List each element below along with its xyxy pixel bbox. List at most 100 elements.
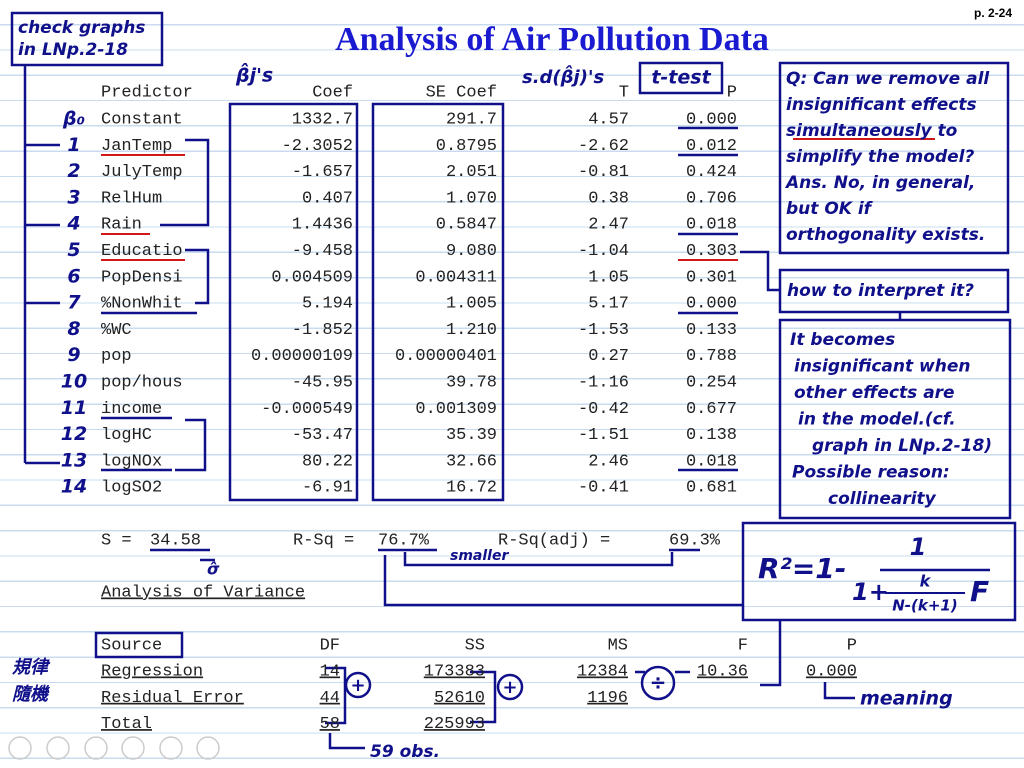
table-cell: pop/hous <box>101 373 183 392</box>
summary-label: R-Sq = <box>293 531 354 550</box>
table-cell: -0.000549 <box>261 400 353 419</box>
note: in LNp.2-18 <box>18 40 128 60</box>
note: 規律 <box>12 657 51 678</box>
row-marker: 12 <box>61 423 87 445</box>
table-cell: 9.080 <box>446 242 497 261</box>
table-cell: 0.27 <box>588 347 629 366</box>
table-cell: Constant <box>101 110 183 129</box>
note: Possible reason: <box>792 463 950 483</box>
table-cell: -0.81 <box>578 163 629 182</box>
anova-cell: Total <box>101 715 152 734</box>
note: meaning <box>860 688 953 710</box>
note: Ans. No, in general, <box>784 173 975 193</box>
table-cell: 291.7 <box>446 110 497 129</box>
table-cell: -1.04 <box>578 242 629 261</box>
note: It becomes <box>790 330 895 350</box>
table-cell: RelHum <box>101 189 162 208</box>
row-marker: 5 <box>67 239 80 261</box>
formula: R²=1- <box>758 552 846 585</box>
table-cell: logSO2 <box>101 479 162 498</box>
note: β̂j's <box>235 62 273 86</box>
anova-header: SS <box>465 636 485 655</box>
table-cell: 0.677 <box>686 400 737 419</box>
table-cell: 0.133 <box>686 321 737 340</box>
note: how to interpret it? <box>787 281 974 301</box>
anova-cell: Regression <box>101 662 203 681</box>
table-cell: 32.66 <box>446 452 497 471</box>
table-cell: -53.47 <box>292 426 353 445</box>
note: 59 obs. <box>370 742 440 762</box>
table-cell: -1.852 <box>292 321 353 340</box>
table-cell: -45.95 <box>292 373 353 392</box>
table-cell: -1.657 <box>292 163 353 182</box>
anova-cell: 173383 <box>424 662 485 681</box>
table-header: Coef <box>312 83 353 102</box>
formula: 1+ <box>852 578 889 606</box>
anova-header: MS <box>608 636 628 655</box>
row-marker: 11 <box>61 397 87 419</box>
ink-shapes <box>8 11 1017 760</box>
anova-cell: 52610 <box>434 689 485 708</box>
table-cell: -2.62 <box>578 137 629 156</box>
table-cell: 0.012 <box>686 137 737 156</box>
table-cell: 1.4436 <box>292 216 353 235</box>
note: 隨機 <box>12 684 51 705</box>
table-cell: pop <box>101 347 132 366</box>
row-marker: β₀ <box>62 108 85 130</box>
anova-cell: 44 <box>320 689 340 708</box>
formula: F <box>970 575 989 608</box>
table-cell: 0.303 <box>686 242 737 261</box>
table-cell: -1.51 <box>578 426 629 445</box>
table-cell: 0.004509 <box>271 268 353 287</box>
table-cell: 80.22 <box>302 452 353 471</box>
table-header: P <box>727 83 737 102</box>
note: collinearity <box>828 489 937 509</box>
table-cell: 1.005 <box>446 295 497 314</box>
note: t-test <box>651 67 711 89</box>
note: simultaneously to <box>786 121 958 141</box>
anova-header: DF <box>320 636 340 655</box>
table-cell: -1.53 <box>578 321 629 340</box>
table-cell: PopDensi <box>101 268 183 287</box>
note: + <box>502 677 517 698</box>
row-marker: 6 <box>67 265 80 287</box>
table-cell: 0.018 <box>686 452 737 471</box>
table-cell: -0.41 <box>578 479 629 498</box>
note: in the model.(cf. <box>798 410 956 430</box>
table-cell: 16.72 <box>446 479 497 498</box>
table-cell: 1332.7 <box>292 110 353 129</box>
note: graph in LNp.2-18) <box>812 436 992 456</box>
table-cell: Rain <box>101 216 142 235</box>
table-cell: 35.39 <box>446 426 497 445</box>
table-cell: 1.070 <box>446 189 497 208</box>
formula: k <box>920 572 932 591</box>
table-cell: 2.051 <box>446 163 497 182</box>
table-header: Predictor <box>101 83 193 102</box>
table-cell: 2.47 <box>588 216 629 235</box>
anova-cell: 12384 <box>577 662 628 681</box>
table-cell: 0.681 <box>686 479 737 498</box>
table-cell: 0.254 <box>686 373 737 392</box>
note: but OK if <box>786 199 874 219</box>
anova-header: Source <box>101 636 162 655</box>
table-cell: 1.05 <box>588 268 629 287</box>
anova-cell: 225993 <box>424 715 485 734</box>
table-cell: JulyTemp <box>101 163 183 182</box>
table-cell: 0.424 <box>686 163 737 182</box>
anova-cell: 58 <box>320 715 340 734</box>
table-header: T <box>619 83 629 102</box>
table-cell: -1.16 <box>578 373 629 392</box>
table-cell: logNOx <box>101 452 162 471</box>
note: s.d(β̂j)'s <box>522 65 604 88</box>
summary-value: 76.7% <box>378 531 430 550</box>
formula: 1 <box>910 533 927 561</box>
summary-value: 69.3% <box>669 531 721 550</box>
note: other effects are <box>794 383 955 403</box>
table-cell: 0.138 <box>686 426 737 445</box>
note: Q: Can we remove all <box>786 69 990 89</box>
anova-header: P <box>847 636 857 655</box>
anova-cell: Residual Error <box>101 689 244 708</box>
table-cell: 4.57 <box>588 110 629 129</box>
table-cell: Educatio <box>101 242 183 261</box>
